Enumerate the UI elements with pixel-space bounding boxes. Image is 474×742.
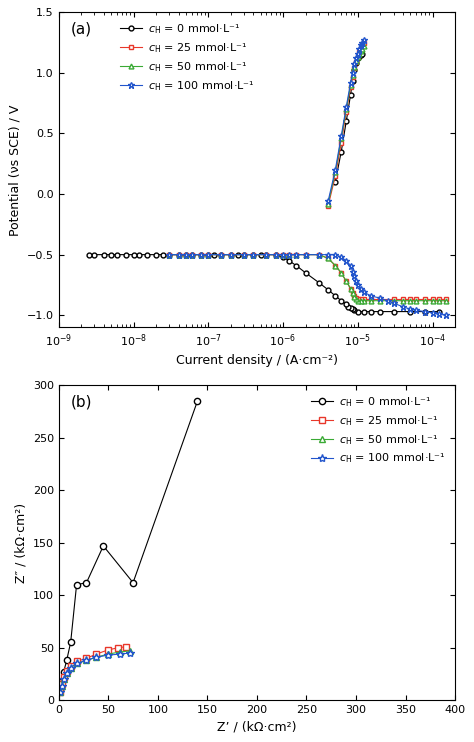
$c_\mathrm{H}$ = 0 mmol·L⁻¹ (64, 656, 70, 665)
$c_\mathrm{H}$ = 100 mmol·L⁻¹ (83, 656, 89, 665)
$c_\mathrm{H}$ = 100 mmol·L⁻¹ (74, 659, 80, 668)
$c_\mathrm{H}$ = 50 mmol·L⁻¹ (64, 669, 70, 677)
Legend: $c_\mathrm{H}$ = 0 mmol·L⁻¹, $c_\mathrm{H}$ = 25 mmol·L⁻¹, $c_\mathrm{H}$ = 50 m: $c_\mathrm{H}$ = 0 mmol·L⁻¹, $c_\mathrm{… (116, 18, 259, 97)
$c_\mathrm{H}$ = 25 mmol·L⁻¹ (64, 666, 70, 675)
$c_\mathrm{H}$ = 100 mmol·L⁻¹ (105, 651, 111, 660)
$c_\mathrm{H}$ = 100 mmol·L⁻¹ (59, 681, 64, 690)
$c_\mathrm{H}$ = 100 mmol·L⁻¹ (68, 663, 73, 672)
$c_\mathrm{H}$ = 100 mmol·L⁻¹ (64, 669, 70, 677)
$c_\mathrm{H}$ = 25 mmol·L⁻¹ (59, 680, 64, 689)
$c_\mathrm{H}$ = 25 mmol·L⁻¹ (123, 643, 129, 651)
Legend: $c_\mathrm{H}$ = 0 mmol·L⁻¹, $c_\mathrm{H}$ = 25 mmol·L⁻¹, $c_\mathrm{H}$ = 50 m: $c_\mathrm{H}$ = 0 mmol·L⁻¹, $c_\mathrm{… (306, 391, 449, 470)
$c_\mathrm{H}$ = 0 mmol·L⁻¹ (61, 668, 66, 677)
Y-axis label: Z″ / (kΩ·cm²): Z″ / (kΩ·cm²) (14, 502, 27, 582)
$c_\mathrm{H}$ = 0 mmol·L⁻¹ (59, 677, 64, 686)
$c_\mathrm{H}$ = 25 mmol·L⁻¹ (105, 646, 111, 654)
Line: $c_\mathrm{H}$ = 0 mmol·L⁻¹: $c_\mathrm{H}$ = 0 mmol·L⁻¹ (56, 398, 201, 693)
$c_\mathrm{H}$ = 50 mmol·L⁻¹ (59, 681, 64, 690)
$c_\mathrm{H}$ = 100 mmol·L⁻¹ (61, 674, 66, 683)
$c_\mathrm{H}$ = 50 mmol·L⁻¹ (83, 656, 89, 665)
$c_\mathrm{H}$ = 50 mmol·L⁻¹ (74, 659, 80, 668)
$c_\mathrm{H}$ = 100 mmol·L⁻¹ (57, 687, 63, 696)
$c_\mathrm{H}$ = 0 mmol·L⁻¹ (57, 686, 63, 695)
Y-axis label: Potential (νs SCE) / V: Potential (νs SCE) / V (9, 104, 21, 235)
$c_\mathrm{H}$ = 50 mmol·L⁻¹ (68, 663, 73, 672)
$c_\mathrm{H}$ = 0 mmol·L⁻¹ (195, 396, 201, 405)
$c_\mathrm{H}$ = 50 mmol·L⁻¹ (57, 687, 63, 696)
$c_\mathrm{H}$ = 100 mmol·L⁻¹ (127, 649, 133, 657)
$c_\mathrm{H}$ = 25 mmol·L⁻¹ (83, 654, 89, 663)
$c_\mathrm{H}$ = 25 mmol·L⁻¹ (57, 687, 63, 696)
$c_\mathrm{H}$ = 25 mmol·L⁻¹ (61, 673, 66, 682)
Text: (a): (a) (71, 22, 92, 37)
X-axis label: Z’ / (kΩ·cm²): Z’ / (kΩ·cm²) (217, 720, 297, 734)
$c_\mathrm{H}$ = 50 mmol·L⁻¹ (118, 648, 123, 657)
$c_\mathrm{H}$ = 50 mmol·L⁻¹ (127, 646, 133, 655)
X-axis label: Current density / (A·cm⁻²): Current density / (A·cm⁻²) (176, 355, 338, 367)
Text: (b): (b) (71, 395, 92, 410)
$c_\mathrm{H}$ = 25 mmol·L⁻¹ (74, 657, 80, 666)
Line: $c_\mathrm{H}$ = 25 mmol·L⁻¹: $c_\mathrm{H}$ = 25 mmol·L⁻¹ (56, 643, 129, 695)
Line: $c_\mathrm{H}$ = 100 mmol·L⁻¹: $c_\mathrm{H}$ = 100 mmol·L⁻¹ (55, 649, 134, 696)
$c_\mathrm{H}$ = 25 mmol·L⁻¹ (68, 661, 73, 670)
$c_\mathrm{H}$ = 0 mmol·L⁻¹ (74, 580, 80, 589)
$c_\mathrm{H}$ = 25 mmol·L⁻¹ (115, 643, 121, 652)
$c_\mathrm{H}$ = 0 mmol·L⁻¹ (68, 638, 73, 647)
$c_\mathrm{H}$ = 0 mmol·L⁻¹ (83, 578, 89, 587)
$c_\mathrm{H}$ = 50 mmol·L⁻¹ (61, 674, 66, 683)
$c_\mathrm{H}$ = 25 mmol·L⁻¹ (93, 649, 99, 658)
$c_\mathrm{H}$ = 0 mmol·L⁻¹ (100, 542, 106, 551)
$c_\mathrm{H}$ = 50 mmol·L⁻¹ (93, 653, 99, 662)
Line: $c_\mathrm{H}$ = 50 mmol·L⁻¹: $c_\mathrm{H}$ = 50 mmol·L⁻¹ (56, 648, 133, 695)
$c_\mathrm{H}$ = 50 mmol·L⁻¹ (105, 649, 111, 658)
$c_\mathrm{H}$ = 100 mmol·L⁻¹ (118, 649, 123, 658)
$c_\mathrm{H}$ = 0 mmol·L⁻¹ (130, 578, 136, 587)
$c_\mathrm{H}$ = 100 mmol·L⁻¹ (93, 653, 99, 662)
